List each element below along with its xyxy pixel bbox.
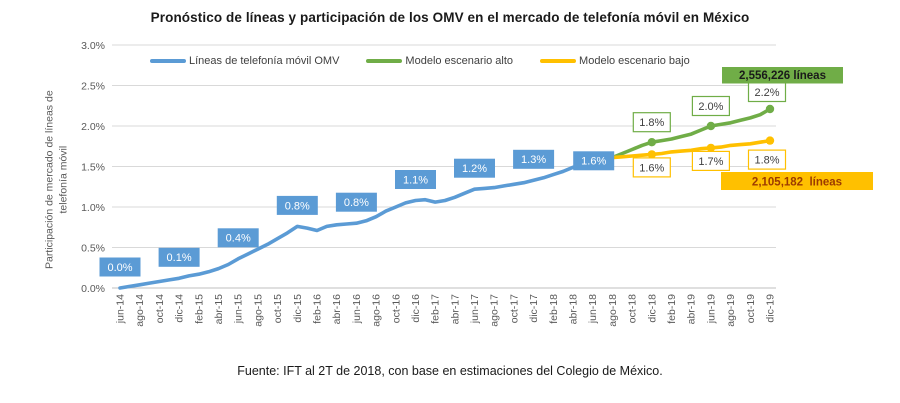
x-tick-label: oct-15 [272, 294, 284, 323]
data-label-alto: 1.8% [639, 117, 664, 129]
data-label-alto: 2.0% [698, 101, 723, 113]
data-label-box-bajo [747, 149, 787, 170]
x-tick-label: jun-18 [587, 294, 599, 324]
data-label-omv: 0.8% [344, 197, 369, 209]
x-tick-label: oct-16 [390, 294, 402, 323]
x-tick-label: ago-17 [489, 294, 501, 327]
data-label-box-omv [158, 247, 200, 267]
data-label-box-omv [99, 257, 141, 277]
legend-item-2: Modelo escenario bajo [540, 55, 690, 67]
legend-line-swatch [366, 58, 403, 64]
x-tick-label: oct-17 [508, 294, 520, 323]
y-tick-label: 0.0% [81, 283, 105, 295]
legend-line-swatch [150, 58, 186, 64]
data-label-box-alto [691, 95, 731, 117]
annotation-box-alto [722, 67, 843, 84]
x-tick-label: feb-18 [548, 294, 560, 324]
x-tick-label: abr-17 [449, 294, 461, 325]
data-label-box-bajo [632, 157, 671, 178]
x-tick-label: dic-19 [765, 294, 777, 323]
legend-item-1: Modelo escenario alto [366, 55, 513, 67]
x-tick-label: abr-19 [686, 294, 698, 325]
y-tick-label: 3.0% [81, 40, 105, 52]
data-label-box-omv [454, 158, 495, 178]
data-label-alto: 2.2% [754, 87, 779, 99]
x-tick-label: dic-18 [646, 294, 658, 323]
data-label-omv: 0.4% [226, 233, 251, 245]
series-line-omv [118, 155, 615, 290]
x-tick-label: feb-19 [666, 294, 678, 324]
y-tick-label: 2.0% [81, 121, 105, 133]
series-marker-alto [765, 104, 775, 114]
x-tick-label: oct-18 [627, 294, 639, 323]
legend-label: Modelo escenario alto [405, 55, 514, 67]
series-marker-bajo [647, 150, 656, 159]
x-tick-label: ago-16 [371, 294, 383, 327]
legend-label: Líneas de telefonía móvil OMV [189, 55, 340, 67]
data-label-box-bajo [691, 150, 731, 171]
legend-line-swatch [540, 58, 577, 64]
y-tick-label: 2.5% [81, 80, 105, 92]
data-label-omv: 1.3% [521, 154, 546, 166]
chart-title: Pronóstico de líneas y participación de … [150, 10, 750, 25]
legend-label: Modelo escenario bajo [579, 55, 690, 67]
x-tick-label: abr-18 [568, 294, 580, 325]
x-tick-label: ago-15 [252, 294, 264, 327]
data-label-omv: 0.0% [107, 262, 132, 274]
x-tick-label: dic-17 [528, 294, 540, 323]
x-tick-label: ago-19 [725, 294, 737, 327]
data-label-omv: 0.8% [285, 200, 310, 212]
annotation-text-bajo: 2,105,182 líneas [752, 177, 842, 189]
data-label-bajo: 1.8% [754, 155, 779, 167]
annotation-text-alto: 2,556,226 líneas [739, 70, 826, 82]
x-tick-label: jun-16 [351, 294, 363, 324]
x-tick-label: oct-14 [154, 294, 166, 323]
data-label-box-omv [513, 149, 555, 169]
y-tick-label: 1.0% [81, 202, 105, 214]
data-label-bajo: 1.7% [698, 156, 723, 168]
source-note: Fuente: IFT al 2T de 2018, con base en e… [237, 364, 663, 378]
x-tick-label: jun-17 [469, 294, 481, 324]
x-tick-label: ago-14 [134, 294, 146, 327]
x-tick-label: abr-16 [331, 294, 343, 325]
series-line-bajo [610, 138, 772, 160]
data-label-box-omv [276, 195, 318, 215]
x-tick-label: feb-17 [430, 294, 442, 324]
annotation-box-bajo [721, 172, 873, 190]
data-label-box-omv [335, 192, 377, 212]
legend-item-0: Líneas de telefonía móvil OMV [150, 55, 339, 67]
x-tick-label: dic-15 [292, 294, 304, 323]
y-tick-label: 1.5% [81, 161, 105, 173]
series-marker-bajo [765, 136, 775, 145]
data-label-bajo: 1.6% [639, 162, 664, 174]
x-tick-label: abr-15 [213, 294, 225, 325]
data-label-box-omv [217, 228, 259, 248]
data-label-omv: 1.2% [462, 163, 487, 175]
x-tick-label: feb-16 [312, 294, 324, 324]
series-marker-alto [706, 121, 716, 131]
x-tick-label: oct-19 [745, 294, 757, 323]
x-tick-label: jun-19 [705, 294, 717, 324]
y-tick-label: 0.5% [81, 242, 105, 254]
series-marker-alto [647, 138, 656, 147]
x-tick-label: feb-15 [193, 294, 205, 324]
legend: Líneas de telefonía móvil OMV Modelo esce… [150, 55, 690, 67]
x-tick-label: dic-14 [174, 294, 186, 323]
data-label-box-omv [395, 170, 436, 189]
series-line-alto [610, 107, 772, 160]
series-marker-bajo [706, 143, 716, 153]
x-tick-label: dic-16 [410, 294, 422, 323]
x-tick-label: ago-18 [607, 294, 619, 327]
data-label-omv: 1.6% [581, 156, 606, 168]
x-tick-label: jun-15 [233, 294, 245, 324]
x-tick-label: jun-14 [115, 294, 127, 324]
data-label-omv: 0.1% [167, 252, 192, 264]
data-label-box-alto [632, 112, 671, 133]
data-label-omv: 1.1% [403, 174, 428, 186]
data-label-box-omv [573, 151, 615, 171]
